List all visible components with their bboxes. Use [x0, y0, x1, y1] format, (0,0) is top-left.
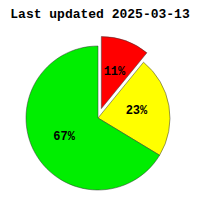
svg-text:23%: 23% [126, 104, 148, 118]
svg-text:67%: 67% [53, 130, 75, 144]
svg-text:11%: 11% [104, 65, 126, 79]
svg-text:Last updated 2025-03-13: Last updated 2025-03-13 [10, 7, 190, 22]
